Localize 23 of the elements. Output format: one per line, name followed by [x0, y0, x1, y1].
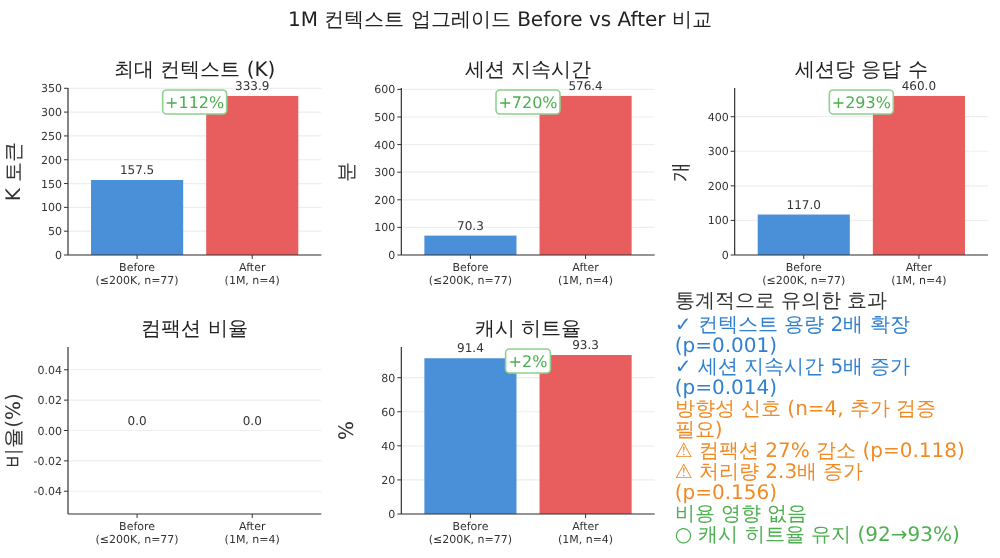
text: ⚠ 처리량 2.3배 증가 (p=0.156): [674, 462, 864, 505]
text: 방향성 신호 (n=4, 추가 검증 필요): [674, 399, 937, 442]
text: ⚠ 컴팩션 27% 감소 (p=0.118): [674, 441, 965, 463]
text: 비용 영향 없음: [674, 504, 808, 526]
annotation: +293%: [831, 94, 892, 112]
y-axis-title: %: [337, 420, 360, 441]
annotation: +720%: [498, 94, 559, 112]
y-axis-title: K 토큰: [4, 141, 26, 202]
y-axis-title: 분: [337, 161, 360, 182]
chart-title: 캐시 히트율: [474, 319, 582, 341]
chart-title: 세션 지속시간: [464, 60, 592, 82]
annotation: +2%: [508, 353, 549, 371]
text: 통계적으로 유의한 효과: [674, 291, 888, 313]
y-axis-title: 개: [670, 161, 693, 182]
text: ✓ 컨텍스트 용량 2배 확장 (p=0.001): [674, 315, 910, 358]
chart-title: 최대 컨텍스트 (K): [113, 60, 276, 82]
y-axis-title: 비율(%): [4, 393, 26, 468]
annotation: +112%: [165, 94, 226, 112]
text: ○ 캐시 히트율 유지 (92→93%): [674, 525, 961, 547]
chart-subtitle: 1M 컨텍스트 업그레이드 Before vs After 비교: [288, 10, 712, 32]
chart-title: 컴팩션 비율: [141, 319, 248, 341]
text: ✓ 세션 지속시간 5배 증가 (p=0.014): [674, 357, 910, 400]
chart-title: 세션당 응답 수: [794, 60, 928, 82]
